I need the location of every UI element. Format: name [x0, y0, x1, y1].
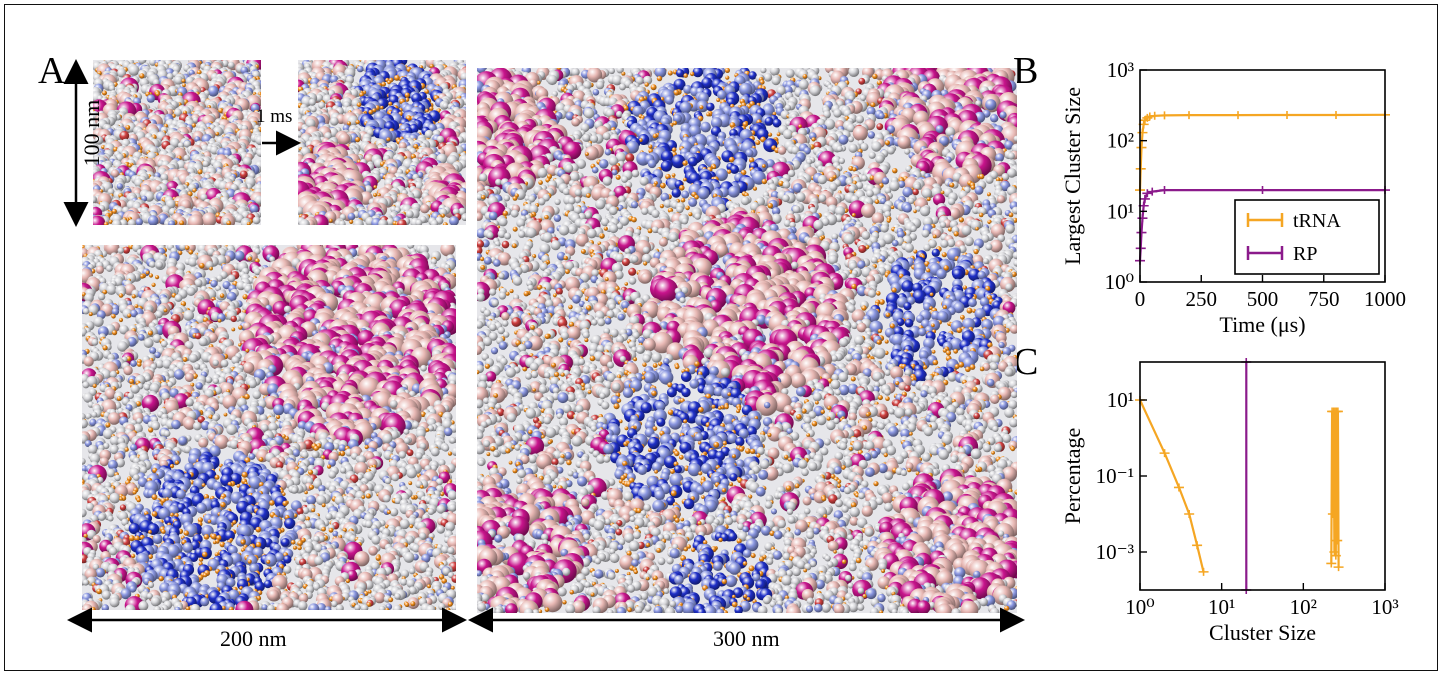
data-point: [1327, 510, 1338, 518]
panel-c-label: C: [1013, 341, 1039, 383]
x-tick-label: 1000: [1364, 287, 1406, 311]
x-tick-label: 750: [1308, 287, 1340, 311]
data-point: [1159, 449, 1170, 458]
snapshot-100nm-1ms: [298, 60, 466, 225]
x-tick-label: 10³: [1371, 595, 1398, 619]
data-point: [1332, 536, 1343, 545]
panel-a-label: A: [38, 50, 66, 92]
y-tick-label: 10²: [1107, 129, 1134, 153]
data-point: [1233, 111, 1243, 120]
sphere-field: [298, 60, 466, 225]
y-tick-label: 10⁻¹: [1096, 464, 1134, 488]
x-tick-label: 0: [1135, 287, 1146, 311]
series-line-0: [1139, 399, 1205, 573]
panel-b-label: B: [1013, 50, 1039, 92]
legend-label: tRNA: [1293, 210, 1341, 232]
data-point: [1332, 407, 1343, 416]
data-point: [1136, 228, 1147, 237]
y-tick-label: 10⁻³: [1096, 540, 1134, 564]
data-point: [1159, 111, 1170, 120]
data-point: [1142, 189, 1153, 198]
x-axis-label: Time (μs): [1219, 312, 1305, 337]
data-point: [1326, 559, 1337, 568]
data-point: [1184, 111, 1194, 120]
data-point: [1147, 187, 1158, 196]
data-point: [1192, 541, 1203, 550]
data-point: [1142, 113, 1153, 122]
legend: tRNA RP: [1234, 199, 1380, 275]
plot-frame: [1139, 361, 1386, 591]
sphere-field: [82, 245, 456, 610]
data-point: [1137, 214, 1148, 223]
y-axis-label: Percentage: [1060, 428, 1085, 525]
y-tick-label: 10¹: [1107, 388, 1134, 412]
data-point: [1257, 186, 1268, 195]
series-line-0: [1138, 113, 1386, 191]
y-tick-label: 10¹: [1107, 199, 1134, 223]
chart-b: 10⁰ 10¹ 10² 10³ 0 250 500 750 1000 Time (μs) Large…: [1060, 58, 1406, 337]
data-point: [1159, 186, 1170, 195]
data-point: [1329, 548, 1340, 556]
data-point: [1137, 128, 1148, 137]
y-tick-label: 10⁰: [1105, 270, 1134, 294]
data-point: [1184, 510, 1195, 518]
data-point: [1198, 567, 1209, 576]
data-point: [1333, 563, 1344, 572]
x-tick-label: 10¹: [1208, 595, 1235, 619]
snapshot-200nm: [82, 245, 456, 610]
time-label-1ms: 1 ms: [256, 106, 293, 127]
x-tick-label: 10²: [1290, 595, 1317, 619]
data-point: [1136, 143, 1147, 152]
chart-c: 10⁻³ 10⁻¹ 10¹ 10⁰ 10¹ 10² 10³ Cluster Size Perce…: [1060, 358, 1399, 645]
data-point: [1330, 551, 1341, 560]
data-point: [1149, 111, 1160, 120]
data-point: [1173, 483, 1184, 492]
x-tick-label: 500: [1247, 287, 1279, 311]
y-tick-label: 10³: [1107, 58, 1134, 82]
data-point: [1282, 110, 1292, 119]
legend-label: RP: [1293, 243, 1317, 265]
figure-frame: [4, 4, 1438, 671]
data-point: [1139, 194, 1150, 203]
y-axis-label: Largest Cluster Size: [1060, 87, 1085, 265]
x-axis-label: Cluster Size: [1209, 620, 1316, 645]
x-tick-label: 250: [1186, 287, 1218, 311]
data-point: [1331, 110, 1341, 119]
x-tick-label: 10⁰: [1125, 595, 1154, 619]
sphere-field: [477, 68, 1017, 613]
snapshot-100nm-initial: [93, 60, 261, 225]
sphere-field: [93, 60, 261, 225]
snapshot-300nm: [477, 68, 1017, 613]
